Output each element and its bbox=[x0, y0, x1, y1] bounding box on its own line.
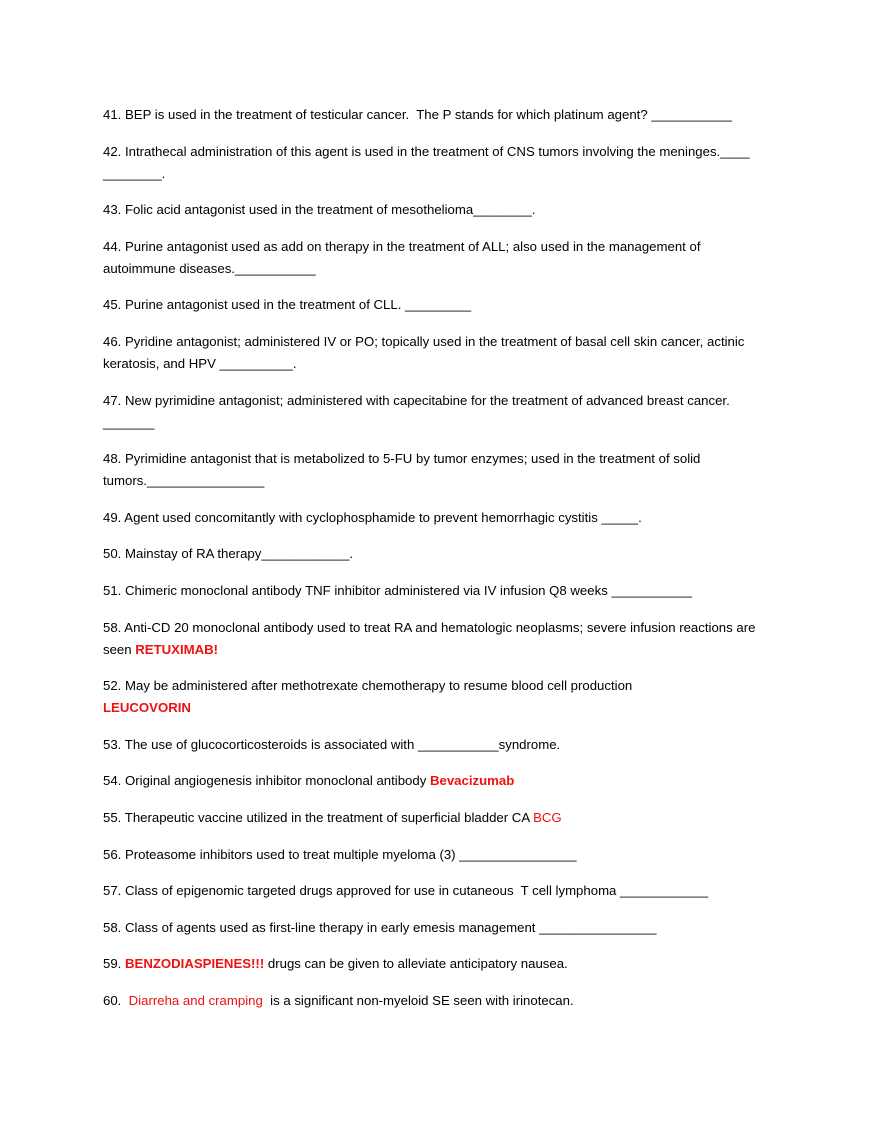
question-text: 55. Therapeutic vaccine utilized in the … bbox=[103, 809, 534, 825]
question: 57. Class of epigenomic targeted drugs a… bbox=[103, 880, 768, 902]
question-text: 52. May be administered after methotrexa… bbox=[103, 678, 633, 694]
question-text: drugs can be given to alleviate anticipa… bbox=[264, 956, 568, 972]
question: 45. Purine antagonist used in the treatm… bbox=[103, 294, 768, 316]
question: 56. Proteasome inhibitors used to treat … bbox=[103, 844, 768, 866]
question-text: 53. The use of glucocorticosteroids is a… bbox=[103, 736, 561, 752]
question-text: 54. Original angiogenesis inhibitor mono… bbox=[103, 773, 430, 789]
question-text: 59. bbox=[103, 956, 125, 972]
question-text: 48. Pyrimidine antagonist that is metabo… bbox=[103, 451, 705, 489]
question-text: 42. Intrathecal administration of this a… bbox=[103, 143, 754, 181]
question: 46. Pyridine antagonist; administered IV… bbox=[103, 331, 768, 375]
question-text: 49. Agent used concomitantly with cyclop… bbox=[103, 509, 642, 525]
question: 42. Intrathecal administration of this a… bbox=[103, 141, 768, 185]
question-text: 58. Anti-CD 20 monoclonal antibody used … bbox=[103, 619, 760, 657]
question-text: 50. Mainstay of RA therapy____________. bbox=[103, 546, 354, 562]
answer: BCG bbox=[533, 809, 562, 825]
question: 52. May be administered after methotrexa… bbox=[103, 675, 768, 719]
question-text: 46. Pyridine antagonist; administered IV… bbox=[103, 333, 749, 371]
answer: LEUCOVORIN bbox=[103, 700, 191, 716]
question-text: 51. Chimeric monoclonal antibody TNF inh… bbox=[103, 582, 693, 598]
question: 41. BEP is used in the treatment of test… bbox=[103, 104, 768, 126]
question-list: 41. BEP is used in the treatment of test… bbox=[103, 104, 768, 1026]
question: 58. Class of agents used as first-line t… bbox=[103, 917, 768, 939]
question-text: 45. Purine antagonist used in the treatm… bbox=[103, 297, 472, 313]
question: 43. Folic acid antagonist used in the tr… bbox=[103, 199, 768, 221]
question: 59. BENZODIASPIENES!!! drugs can be give… bbox=[103, 953, 768, 975]
question-text: 44. Purine antagonist used as add on the… bbox=[103, 238, 705, 276]
question-text: is a significant non-myeloid SE seen wit… bbox=[262, 992, 574, 1008]
answer: Bevacizumab bbox=[429, 773, 515, 789]
question-text: 43. Folic acid antagonist used in the tr… bbox=[103, 202, 536, 218]
question: 50. Mainstay of RA therapy____________. bbox=[103, 543, 768, 565]
question: 55. Therapeutic vaccine utilized in the … bbox=[103, 807, 768, 829]
answer: Diarreha and cramping bbox=[128, 992, 263, 1008]
question: 60. Diarreha and cramping is a significa… bbox=[103, 990, 768, 1012]
question: 44. Purine antagonist used as add on the… bbox=[103, 236, 768, 280]
question-text: 47. New pyrimidine antagonist; administe… bbox=[103, 392, 734, 430]
question: 47. New pyrimidine antagonist; administe… bbox=[103, 390, 768, 434]
question-text: 60. bbox=[103, 992, 129, 1008]
question: 51. Chimeric monoclonal antibody TNF inh… bbox=[103, 580, 768, 602]
question-text: 58. Class of agents used as first-line t… bbox=[103, 919, 657, 935]
question: 53. The use of glucocorticosteroids is a… bbox=[103, 734, 768, 756]
question-text: 57. Class of epigenomic targeted drugs a… bbox=[103, 883, 709, 899]
answer: BENZODIASPIENES!!! bbox=[125, 956, 265, 972]
question: 54. Original angiogenesis inhibitor mono… bbox=[103, 770, 768, 792]
question: 49. Agent used concomitantly with cyclop… bbox=[103, 507, 768, 529]
question-text: 56. Proteasome inhibitors used to treat … bbox=[103, 846, 577, 862]
answer: RETUXIMAB! bbox=[135, 641, 219, 657]
question-text: 41. BEP is used in the treatment of test… bbox=[103, 107, 732, 122]
question: 58. Anti-CD 20 monoclonal antibody used … bbox=[103, 617, 768, 661]
question: 48. Pyrimidine antagonist that is metabo… bbox=[103, 448, 768, 492]
